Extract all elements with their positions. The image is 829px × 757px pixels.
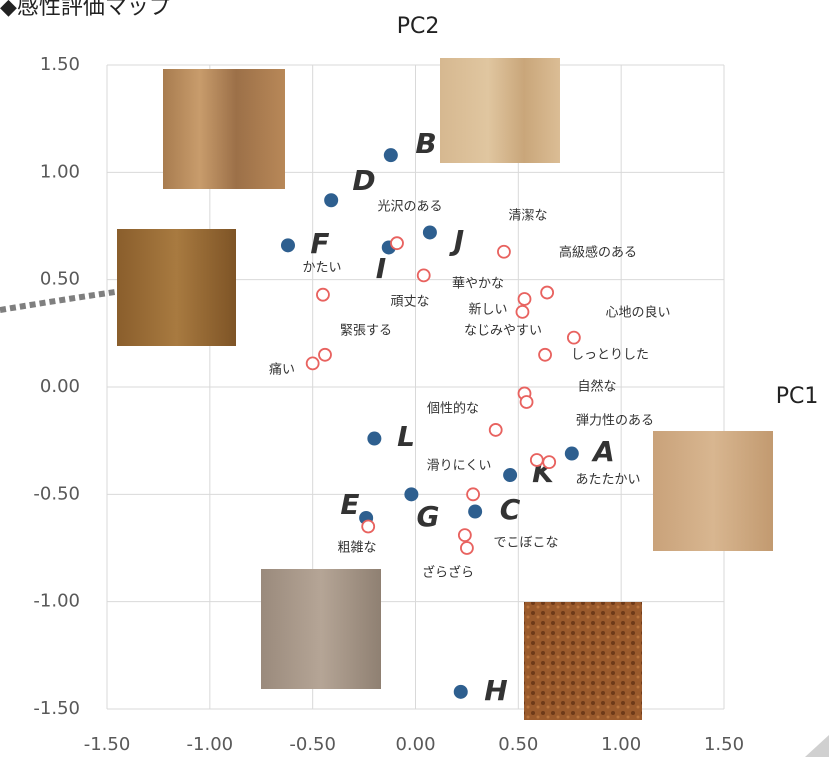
point (498, 246, 510, 258)
point-label: D (352, 164, 375, 197)
x-tick-label: 0.50 (498, 734, 538, 755)
point-label: 頑丈な (390, 295, 429, 310)
point-label: あたたかい (575, 473, 640, 488)
x-tick-label: -1.50 (84, 734, 131, 755)
point (281, 238, 295, 252)
x-tick-label: -0.50 (289, 734, 336, 755)
point (543, 456, 555, 468)
point (565, 447, 579, 461)
point (317, 289, 329, 301)
point (541, 287, 553, 299)
photo (440, 58, 560, 163)
point (468, 505, 482, 519)
y-tick-label: 0.00 (40, 376, 80, 397)
point-label: しっとりした (571, 348, 649, 363)
y-axis-label: PC2 (397, 14, 440, 39)
point-label: 心地の良い (605, 305, 670, 321)
y-tick-label: 0.50 (40, 269, 80, 290)
x-tick-label: -1.00 (187, 734, 234, 755)
point (531, 454, 543, 466)
point-label: G (417, 500, 440, 533)
point-label: 弾力性のある (576, 414, 654, 429)
y-tick-label: -1.50 (33, 698, 80, 719)
point (384, 148, 398, 162)
point-label: L (397, 420, 415, 453)
point-label: かたい (302, 261, 341, 276)
point (467, 488, 479, 500)
point (521, 396, 533, 408)
point-label: B (415, 127, 436, 160)
point (459, 529, 471, 541)
point (516, 306, 528, 318)
point-label: J (449, 224, 464, 257)
y-tick-label: -1.00 (33, 591, 80, 612)
point-label: 清潔な (508, 209, 547, 224)
point (362, 521, 374, 533)
dotted-arrow (0, 292, 115, 310)
point-label: H (484, 674, 507, 707)
point (503, 468, 517, 482)
point (423, 225, 437, 239)
point-label: 粗雑な (337, 540, 376, 556)
point-label: 高級感のある (559, 245, 637, 261)
point-label: 華やかな (452, 277, 504, 292)
point (539, 349, 551, 361)
point (490, 424, 502, 436)
photo (653, 431, 773, 551)
point-label: E (340, 488, 359, 521)
point-label: 痛い (269, 362, 295, 378)
point (307, 357, 319, 369)
point-label: C (500, 493, 521, 526)
point (324, 193, 338, 207)
point (391, 237, 403, 249)
chart-title: ◆感性評価マップ (0, 0, 171, 20)
point-label: なじみやすい (464, 324, 542, 339)
y-tick-label: 1.50 (40, 54, 80, 75)
point-label: 個性的な (427, 401, 479, 417)
point-label: A (591, 435, 615, 468)
point (367, 432, 381, 446)
point-label: 滑りにくい (427, 459, 492, 474)
photos (117, 58, 773, 720)
point-label: ざらざら (422, 565, 474, 581)
corner (805, 735, 829, 757)
point-label: 光沢のある (377, 200, 442, 215)
x-axis-label: PC1 (776, 384, 819, 409)
point (568, 332, 580, 344)
point-label: 新しい (468, 302, 507, 318)
point (454, 685, 468, 699)
point-label: でこぼこな (493, 536, 558, 551)
point-label: 自然な (577, 379, 616, 395)
point-label: 緊張する (340, 324, 392, 339)
point (519, 293, 531, 305)
point (319, 349, 331, 361)
x-tick-label: 1.50 (704, 734, 744, 755)
point (418, 269, 430, 281)
y-tick-label: 1.00 (40, 161, 80, 182)
photo (163, 69, 285, 189)
point-label: I (376, 252, 386, 285)
point (461, 542, 473, 554)
photo (117, 229, 236, 346)
x-tick-label: 0.00 (395, 734, 435, 755)
photo (524, 602, 642, 720)
photo (261, 569, 381, 689)
x-tick-label: 1.00 (601, 734, 641, 755)
chart: ◆感性評価マップ PC2 PC1 -1.50 -1.00 -0.50 0.00 0.50… (0, 0, 829, 757)
point-label: F (310, 227, 329, 260)
y-tick-label: -0.50 (33, 483, 80, 504)
